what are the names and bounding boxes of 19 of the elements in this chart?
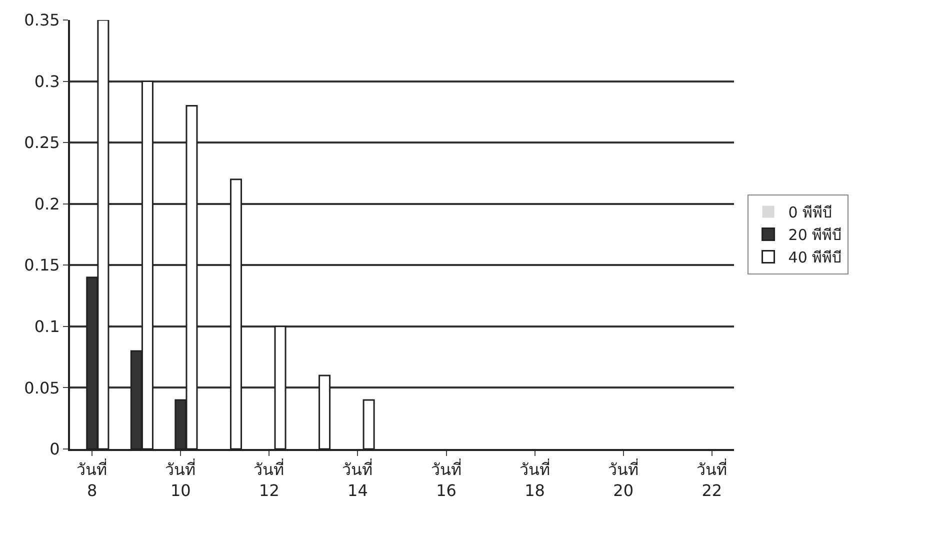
y-tick-label: 0 bbox=[50, 440, 60, 459]
x-tick-label: วันที่ 12 bbox=[254, 458, 285, 500]
x-tick-label: วันที่ 10 bbox=[165, 458, 196, 500]
y-tick-label: 0.2 bbox=[34, 194, 60, 214]
x-tick-label: วันที่ 18 bbox=[519, 458, 550, 500]
y-tick-label: 0.3 bbox=[34, 72, 60, 91]
y-tick-label: 0.15 bbox=[24, 256, 60, 275]
legend-label: 20 พีพีบี bbox=[788, 226, 842, 244]
x-tick-label: วันที่ 16 bbox=[430, 458, 462, 500]
x-tick-label: วันที่ 22 bbox=[696, 458, 728, 500]
x-tick-label: วันที่ 14 bbox=[342, 458, 374, 500]
y-tick-label: 0.35 bbox=[24, 10, 60, 30]
x-tick-label: วันที่ 8 bbox=[76, 458, 108, 500]
legend-label: 40 พีพีบี bbox=[788, 248, 842, 267]
y-tick-label: 0.25 bbox=[24, 133, 60, 152]
y-tick-label: 0.1 bbox=[34, 317, 60, 336]
x-tick-label: วันที่ 20 bbox=[608, 458, 639, 500]
y-tick-label: 0.05 bbox=[24, 378, 60, 398]
legend-label: 0 พีพีบี bbox=[788, 204, 833, 222]
